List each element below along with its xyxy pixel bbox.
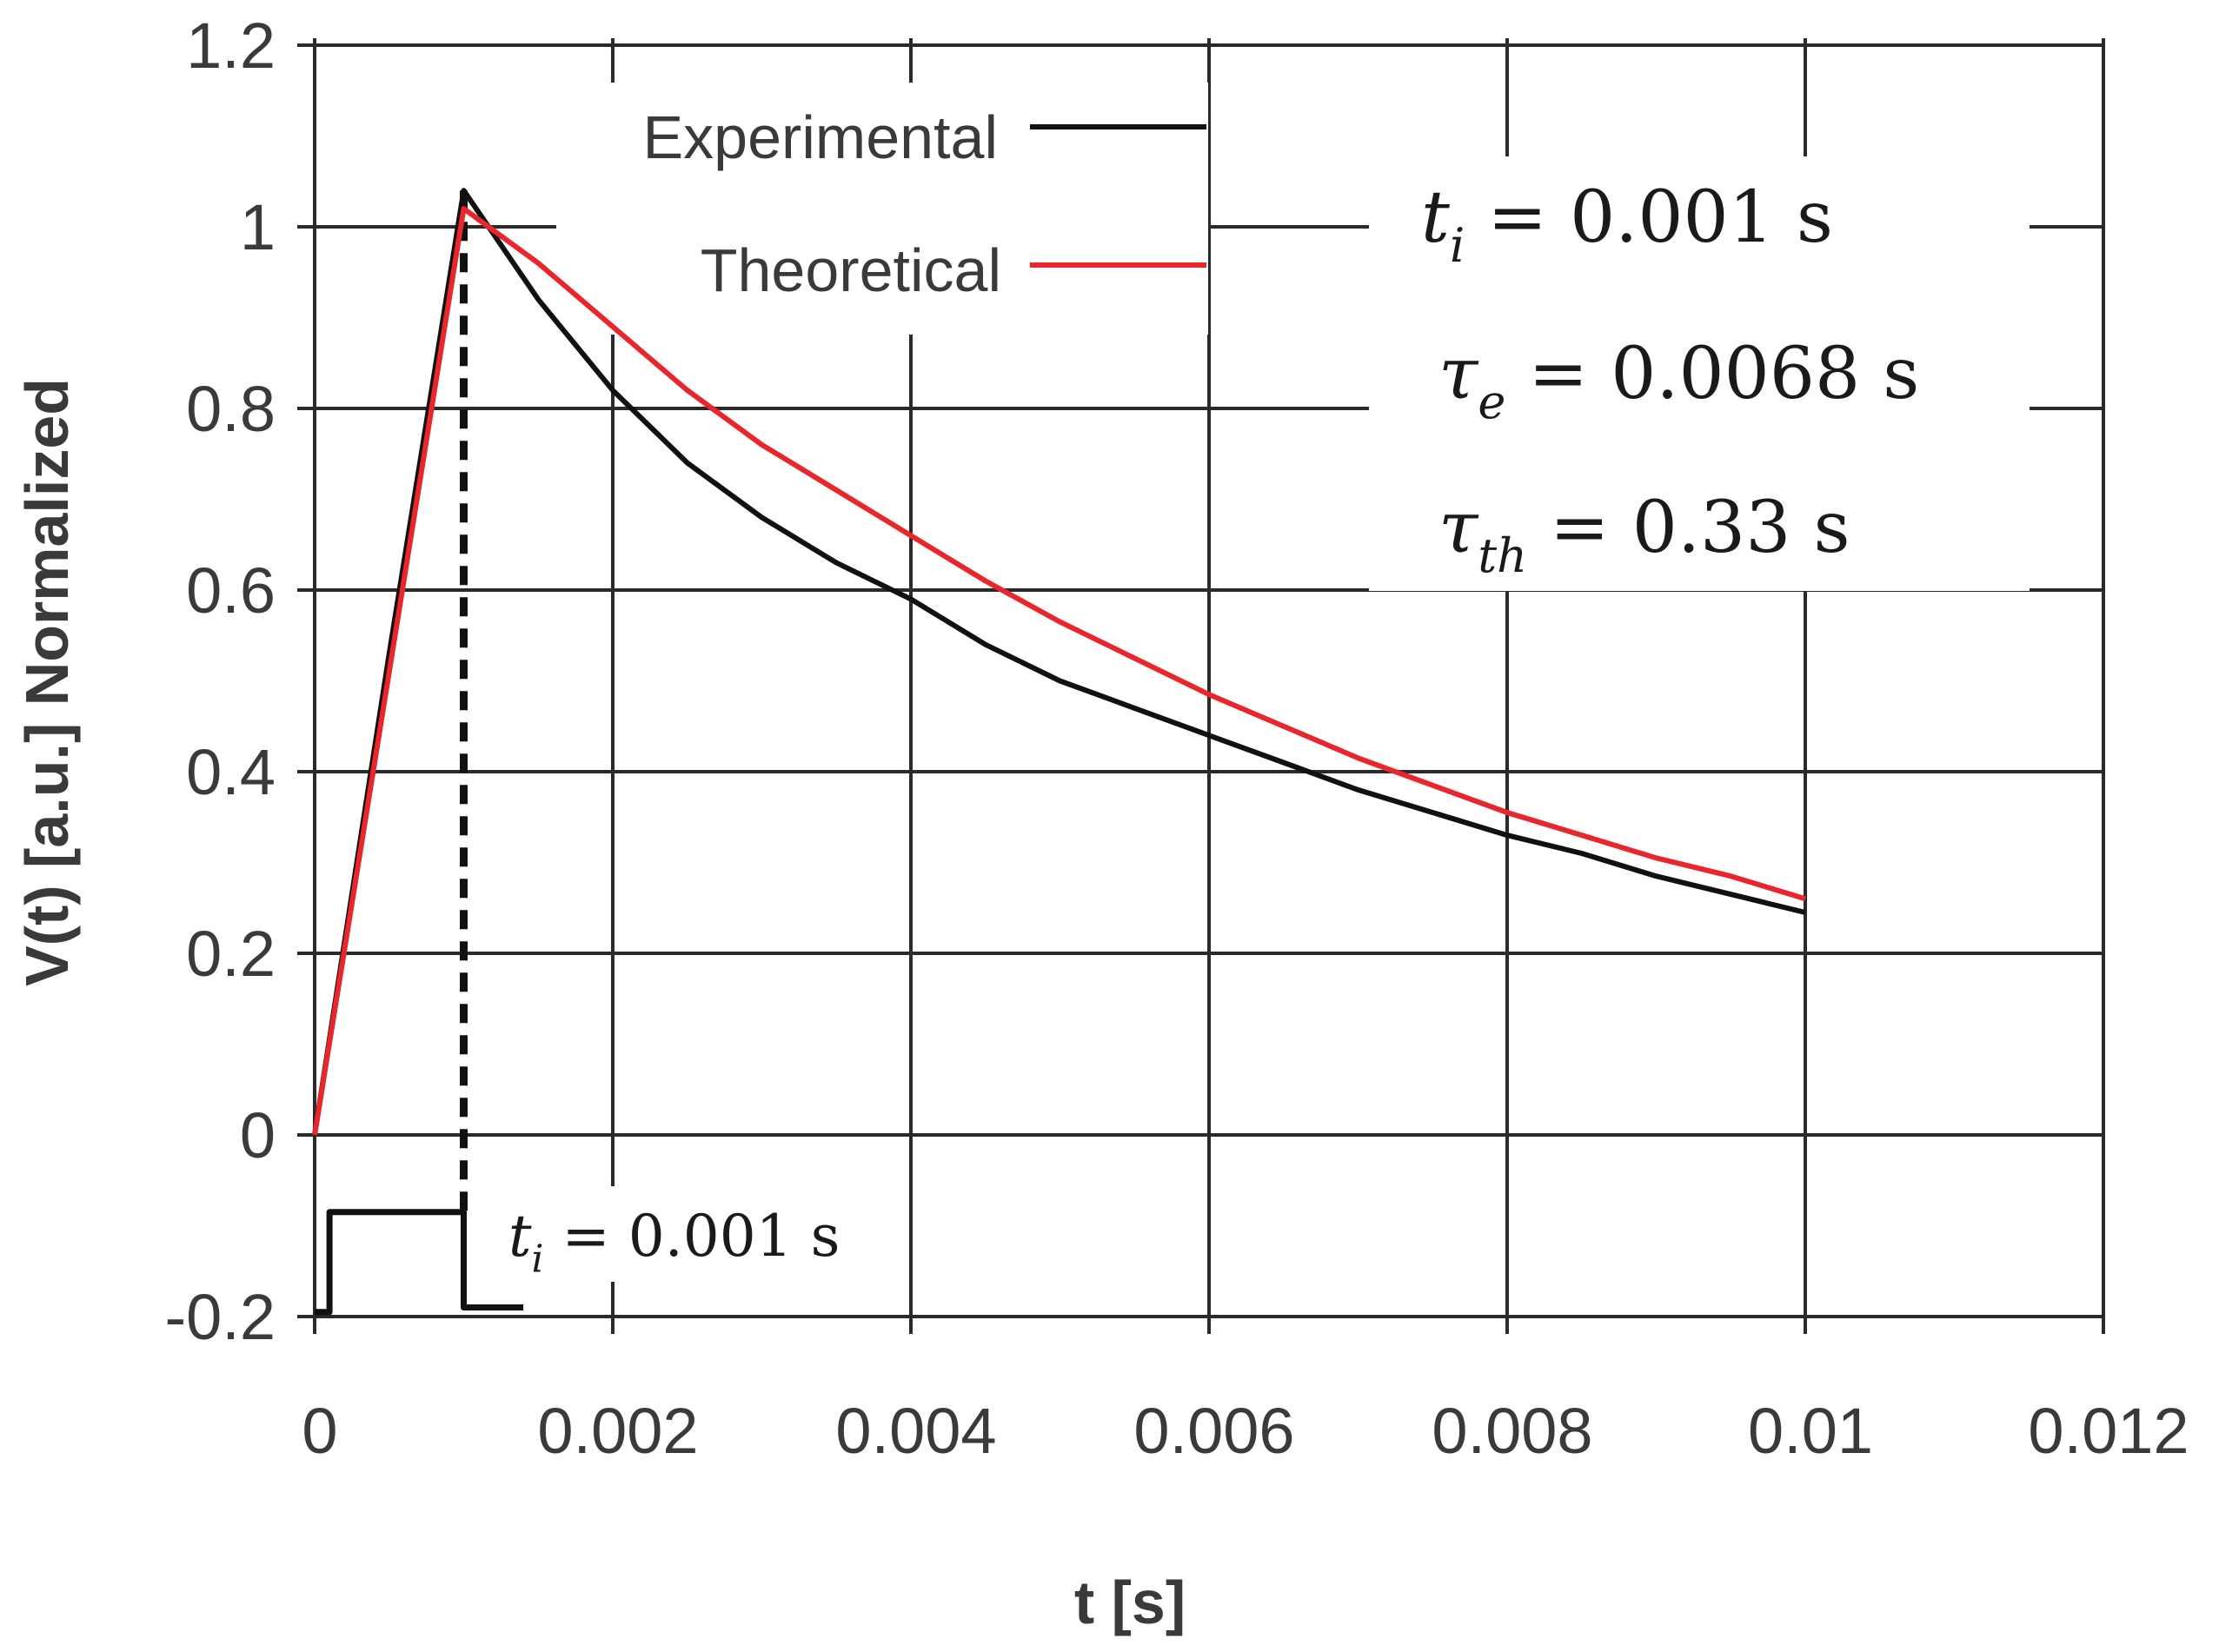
legend-label-experimental: Experimental — [642, 103, 998, 171]
x-tick-label: 0.01 — [1748, 1395, 1873, 1467]
x-tick-label: 0 — [302, 1395, 337, 1467]
y-tick-label: 0.6 — [186, 554, 276, 627]
annotation-line-1: ti = 0.001 s — [1421, 176, 1833, 273]
series-theoretical — [312, 206, 1806, 1136]
y-tick-label: -0.2 — [164, 1281, 276, 1353]
y-tick-label: 1.2 — [186, 10, 276, 82]
x-tick-label: 0.002 — [537, 1395, 698, 1467]
y-tick-label: 0.2 — [186, 918, 276, 990]
series-lines — [312, 188, 1806, 1316]
y-tick-label: 0 — [240, 1099, 276, 1171]
legend-label-theoretical: Theoretical — [701, 236, 1001, 304]
annotation-background — [1369, 156, 2030, 591]
series-experimental — [312, 188, 1806, 1136]
series-pulse — [315, 1209, 524, 1316]
x-axis-title: t [s] — [1074, 1569, 1186, 1636]
x-tick-label: 0.008 — [1432, 1395, 1592, 1467]
tick-labels: -0.2 0 0.2 0.4 0.6 0.8 1 1.2 0 0.002 0.004 0.006 0.0… — [164, 10, 2189, 1467]
pulse-annotation-background — [495, 1186, 904, 1282]
y-tick-label: 0.4 — [186, 736, 276, 808]
y-axis-title: V(t) [a.u.] Normalized — [13, 378, 81, 986]
annotations: ti = 0.001 s τe = 0.0068 s τth = 0.33 s ti … — [508, 176, 1919, 1281]
x-tick-label: 0.006 — [1133, 1395, 1294, 1467]
y-tick-label: 0.8 — [186, 373, 276, 445]
x-tick-label: 0.012 — [2028, 1395, 2189, 1467]
annotation-line-2: τe = 0.0068 s — [1438, 333, 1919, 429]
pulse-annotation: ti = 0.001 s — [508, 1203, 840, 1281]
x-tick-label: 0.004 — [835, 1395, 996, 1467]
legend: Experimental Theoretical — [642, 103, 1206, 304]
annotation-line-3: τth = 0.33 s — [1438, 487, 1850, 583]
y-tick-label: 1 — [240, 191, 276, 263]
